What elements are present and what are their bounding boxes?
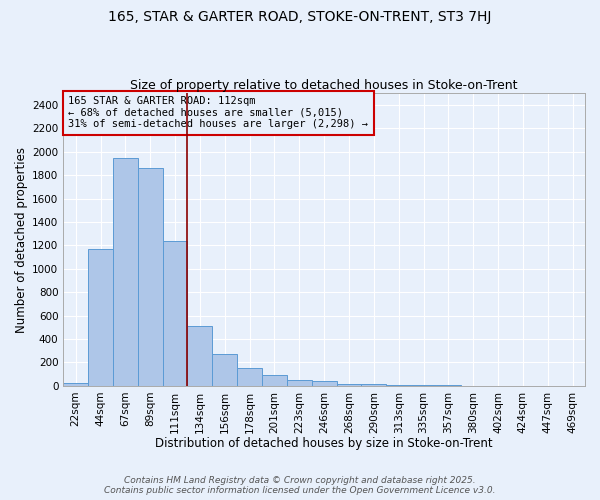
Text: 165, STAR & GARTER ROAD, STOKE-ON-TRENT, ST3 7HJ: 165, STAR & GARTER ROAD, STOKE-ON-TRENT,… xyxy=(109,10,491,24)
Bar xyxy=(237,368,262,386)
Bar xyxy=(88,249,113,386)
Bar xyxy=(212,354,237,386)
Bar xyxy=(187,326,212,386)
Text: Contains HM Land Registry data © Crown copyright and database right 2025.
Contai: Contains HM Land Registry data © Crown c… xyxy=(104,476,496,495)
Title: Size of property relative to detached houses in Stoke-on-Trent: Size of property relative to detached ho… xyxy=(130,79,518,92)
Bar xyxy=(262,376,287,386)
Bar xyxy=(312,381,337,386)
Bar xyxy=(287,380,312,386)
Text: 165 STAR & GARTER ROAD: 112sqm
← 68% of detached houses are smaller (5,015)
31% : 165 STAR & GARTER ROAD: 112sqm ← 68% of … xyxy=(68,96,368,130)
Bar xyxy=(337,384,361,386)
Bar xyxy=(386,384,411,386)
Bar xyxy=(163,240,187,386)
Bar xyxy=(361,384,386,386)
Bar xyxy=(138,168,163,386)
Bar xyxy=(113,158,138,386)
Y-axis label: Number of detached properties: Number of detached properties xyxy=(15,146,28,332)
X-axis label: Distribution of detached houses by size in Stoke-on-Trent: Distribution of detached houses by size … xyxy=(155,437,493,450)
Bar xyxy=(63,383,88,386)
